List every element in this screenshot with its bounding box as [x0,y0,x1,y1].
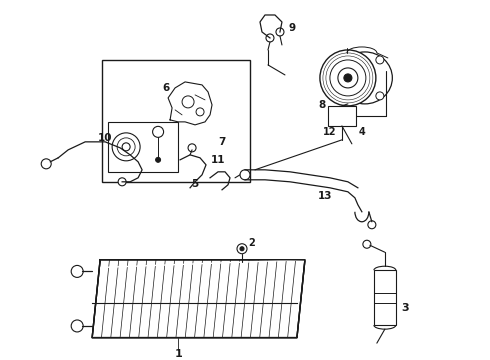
Circle shape [41,159,51,169]
Circle shape [196,108,204,116]
Circle shape [376,92,384,100]
Circle shape [344,74,352,82]
Circle shape [71,265,83,278]
Ellipse shape [338,52,392,104]
Circle shape [156,157,161,162]
Bar [108,122,178,172]
Bar [328,106,356,126]
Text: 5: 5 [192,179,198,189]
Text: 3: 3 [401,303,409,313]
Circle shape [117,138,135,156]
Bar [102,60,250,182]
Bar [374,270,396,325]
Circle shape [338,68,358,88]
Text: 9: 9 [289,23,295,33]
Circle shape [237,244,247,254]
Circle shape [368,221,376,229]
Text: 1: 1 [174,348,182,359]
Circle shape [122,143,130,151]
Circle shape [240,170,250,180]
Circle shape [320,50,376,106]
Text: 7: 7 [219,137,226,147]
Circle shape [276,28,284,36]
Circle shape [376,56,384,64]
Text: 12: 12 [323,127,337,137]
Text: 13: 13 [318,191,332,201]
Circle shape [363,240,371,248]
Text: 11: 11 [211,155,225,165]
Circle shape [240,247,244,251]
Text: 8: 8 [318,100,325,110]
Circle shape [71,320,83,332]
Circle shape [266,34,274,42]
Circle shape [188,144,196,152]
Text: 6: 6 [163,83,170,93]
Circle shape [152,126,164,138]
Circle shape [330,60,366,96]
Circle shape [112,133,140,161]
Circle shape [118,178,126,186]
Text: 10: 10 [98,133,112,143]
Circle shape [182,96,194,108]
Text: 2: 2 [248,238,255,248]
Text: 4: 4 [359,127,365,137]
